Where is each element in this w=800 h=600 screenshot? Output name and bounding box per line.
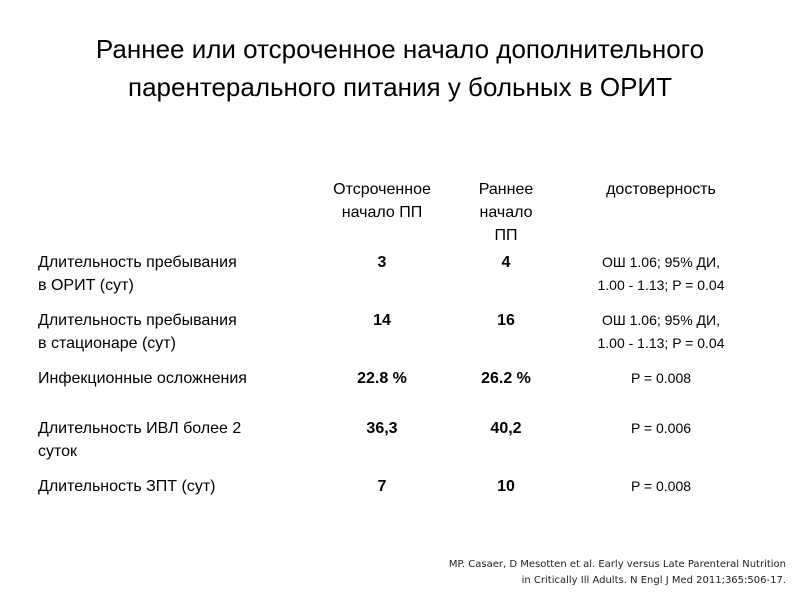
table-row-icu-stay: Длительность пребывания в ОРИТ (сут) 3 4…: [38, 248, 768, 306]
significance-line: P = 0.008: [630, 478, 692, 494]
header-late-start: Отсроченное начало ПП: [306, 172, 458, 248]
slide-title-line-1: Раннее или отсроченное начало дополнител…: [95, 34, 705, 64]
row-label: Инфекционные осложнения: [38, 364, 306, 414]
row-label: Длительность пребывания в ОРИТ (сут): [38, 248, 306, 306]
late-start-value: 14: [373, 312, 391, 329]
header-early-start: Раннее начало ПП: [458, 172, 554, 248]
significance-value: P = 0.008: [554, 364, 768, 414]
significance-value: P = 0.006: [554, 414, 768, 472]
row-label-line: в ОРИТ (сут): [38, 277, 134, 294]
row-label-line: Длительность ИВЛ более 2: [38, 420, 242, 437]
row-label-line: Длительность ЗПТ (сут): [38, 478, 216, 495]
row-label-line: Длительность пребывания: [38, 254, 237, 271]
row-label-line: суток: [38, 443, 78, 460]
row-label: Длительность ЗПТ (сут): [38, 472, 306, 512]
table-row-infections: Инфекционные осложнения 22.8 % 26.2 % P …: [38, 364, 768, 414]
slide-title-line-2: парентерального питания у больных в ОРИТ: [128, 72, 672, 102]
header-significance-line: достоверность: [606, 181, 716, 198]
early-start-value: 26.2 %: [481, 370, 531, 387]
significance-value: ОШ 1.06; 95% ДИ, 1.00 - 1.13; P = 0.04: [554, 306, 768, 364]
significance-line: ОШ 1.06; 95% ДИ,: [602, 312, 720, 328]
row-label-line: Инфекционные осложнения: [38, 370, 247, 387]
table-row-rrt: Длительность ЗПТ (сут) 7 10 P = 0.008: [38, 472, 768, 512]
early-start-value: 40,2: [490, 420, 522, 437]
late-start-value: 36,3: [366, 420, 398, 437]
late-start-value: 7: [377, 478, 387, 495]
header-early-start-line: Раннее: [478, 181, 534, 198]
reference-line-2: in Critically Ill Adults. N Engl J Med 2…: [521, 575, 786, 586]
significance-line: ОШ 1.06; 95% ДИ,: [602, 254, 720, 270]
early-start-value: 10: [497, 478, 515, 495]
table-header-row: Отсроченное начало ПП Раннее начало ПП д…: [38, 172, 768, 248]
table-row-ventilation: Длительность ИВЛ более 2 суток 36,3 40,2…: [38, 414, 768, 472]
early-start-value: 4: [501, 254, 511, 271]
row-label: Длительность пребывания в стационаре (су…: [38, 306, 306, 364]
significance-line: P = 0.006: [630, 420, 692, 436]
reference-citation: MP. Casaer, D Mesotten et al. Early vers…: [449, 557, 786, 589]
significance-line: 1.00 - 1.13; P = 0.04: [597, 335, 725, 351]
significance-value: ОШ 1.06; 95% ДИ, 1.00 - 1.13; P = 0.04: [554, 248, 768, 306]
header-early-start-line: ПП: [494, 227, 518, 244]
significance-line: P = 0.008: [630, 370, 692, 386]
header-late-start-line: начало ПП: [341, 204, 423, 221]
row-label-line: Длительность пребывания: [38, 312, 237, 329]
significance-value: P = 0.008: [554, 472, 768, 512]
reference-line-1: MP. Casaer, D Mesotten et al. Early vers…: [448, 559, 786, 570]
row-label: Длительность ИВЛ более 2 суток: [38, 414, 306, 472]
results-table: Отсроченное начало ПП Раннее начало ПП д…: [38, 172, 768, 512]
header-significance: достоверность: [554, 172, 768, 248]
late-start-value: 22.8 %: [357, 370, 407, 387]
header-label-column: [38, 172, 306, 248]
slide-title: Раннее или отсроченное начало дополнител…: [20, 30, 780, 106]
significance-line: 1.00 - 1.13; P = 0.04: [597, 277, 725, 293]
late-start-value: 3: [377, 254, 387, 271]
header-early-start-line: начало: [479, 204, 533, 221]
early-start-value: 16: [497, 312, 515, 329]
table-row-hospital-stay: Длительность пребывания в стационаре (су…: [38, 306, 768, 364]
header-late-start-line: Отсроченное: [333, 181, 431, 198]
row-label-line: в стационаре (сут): [38, 335, 176, 352]
